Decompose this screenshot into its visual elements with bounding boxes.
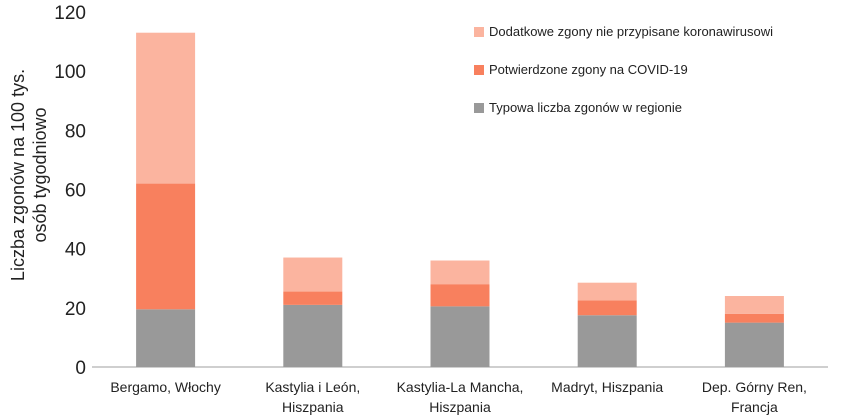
y-axis-label: Liczba zgonów na 100 tys. osób tygodniowo bbox=[8, 69, 50, 281]
legend-swatch bbox=[474, 65, 484, 75]
legend: Dodatkowe zgony nie przypisane koronawir… bbox=[474, 24, 773, 115]
x-category-label: Kastylia i León, Hiszpania bbox=[265, 379, 360, 415]
bar-segment bbox=[283, 257, 343, 292]
bar-segment bbox=[283, 291, 343, 305]
y-tick-label: 0 bbox=[75, 358, 86, 379]
x-axis-category-labels: Bergamo, Włochy Kastylia i León, Hiszpania… bbox=[110, 379, 807, 415]
x-category-label: Kastylia-La Mancha, Hiszpania bbox=[397, 379, 524, 415]
bar-segment bbox=[724, 296, 784, 314]
bar-segment bbox=[136, 32, 196, 184]
bar-segment bbox=[283, 304, 343, 367]
bar-segment bbox=[430, 306, 490, 367]
y-axis-label-line: Liczba zgonów na 100 tys. bbox=[8, 69, 28, 281]
bar-segment bbox=[136, 309, 196, 367]
bar-segment bbox=[430, 284, 490, 307]
y-tick-label: 120 bbox=[54, 3, 86, 24]
y-tick-label: 20 bbox=[65, 299, 86, 320]
x-category-label-line: Madryt, Hiszpania bbox=[551, 379, 663, 395]
y-axis-label-line: osób tygodniowo bbox=[30, 107, 50, 242]
x-category-label: Bergamo, Włochy bbox=[110, 379, 220, 395]
bar-segment bbox=[577, 282, 637, 301]
legend-swatch bbox=[474, 103, 484, 113]
x-category-label-line: Dep. Górny Ren, bbox=[702, 379, 807, 395]
bar-segment bbox=[577, 315, 637, 367]
legend-swatch bbox=[474, 27, 484, 37]
legend-label: Potwierdzone zgony na COVID-19 bbox=[489, 62, 688, 77]
legend-item: Potwierdzone zgony na COVID-19 bbox=[474, 62, 688, 77]
x-category-label-line: Kastylia-La Mancha, bbox=[397, 379, 524, 395]
x-category-label-line: Kastylia i León, bbox=[265, 379, 360, 395]
y-tick-label: 80 bbox=[65, 121, 86, 142]
x-category-label-line: Francja bbox=[731, 399, 778, 415]
legend-label: Typowa liczba zgonów w regionie bbox=[489, 100, 682, 115]
bars bbox=[136, 32, 784, 367]
x-category-label-line: Bergamo, Włochy bbox=[110, 379, 220, 395]
legend-item: Typowa liczba zgonów w regionie bbox=[474, 100, 682, 115]
y-axis-title: Liczba zgonów na 100 tys. osób tygodniowo bbox=[8, 69, 50, 281]
y-tick-label: 40 bbox=[65, 240, 86, 261]
x-category-label: Madryt, Hiszpania bbox=[551, 379, 663, 395]
bar-segment bbox=[577, 300, 637, 316]
bar-segment bbox=[136, 183, 196, 310]
x-category-label-line: Hiszpania bbox=[429, 399, 491, 415]
y-tick-label: 60 bbox=[65, 181, 86, 202]
x-category-label: Dep. Górny Ren, Francja bbox=[702, 379, 807, 415]
bar-segment bbox=[430, 260, 490, 285]
bar-segment bbox=[724, 313, 784, 323]
y-axis-ticks: 0 20 40 60 80 100 120 bbox=[54, 3, 86, 379]
x-category-label-line: Hiszpania bbox=[282, 399, 344, 415]
legend-item: Dodatkowe zgony nie przypisane koronawir… bbox=[474, 24, 773, 39]
bar-segment bbox=[724, 322, 784, 367]
y-tick-label: 100 bbox=[54, 62, 86, 83]
legend-label: Dodatkowe zgony nie przypisane koronawir… bbox=[489, 24, 773, 39]
